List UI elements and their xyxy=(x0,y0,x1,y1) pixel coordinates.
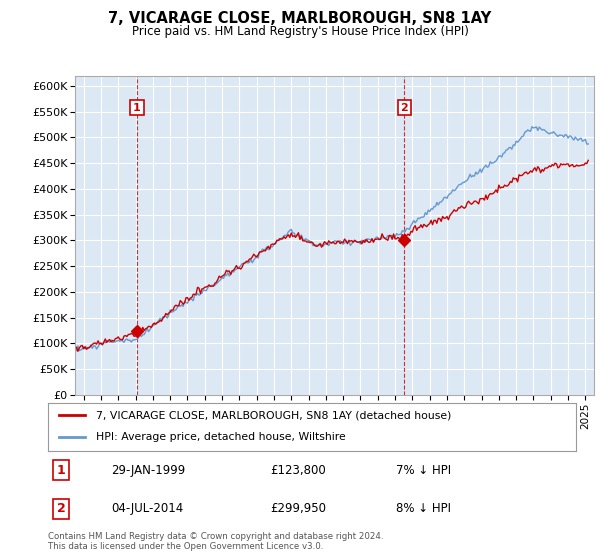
Text: HPI: Average price, detached house, Wiltshire: HPI: Average price, detached house, Wilt… xyxy=(95,432,345,442)
Text: 1: 1 xyxy=(57,464,65,477)
Text: 04-JUL-2014: 04-JUL-2014 xyxy=(112,502,184,515)
Text: 7, VICARAGE CLOSE, MARLBOROUGH, SN8 1AY (detached house): 7, VICARAGE CLOSE, MARLBOROUGH, SN8 1AY … xyxy=(95,410,451,420)
Text: £123,800: £123,800 xyxy=(270,464,326,477)
Text: Contains HM Land Registry data © Crown copyright and database right 2024.
This d: Contains HM Land Registry data © Crown c… xyxy=(48,532,383,552)
Text: 2: 2 xyxy=(57,502,65,515)
Text: 7% ↓ HPI: 7% ↓ HPI xyxy=(397,464,452,477)
Text: 29-JAN-1999: 29-JAN-1999 xyxy=(112,464,185,477)
Text: 8% ↓ HPI: 8% ↓ HPI xyxy=(397,502,451,515)
Text: 1: 1 xyxy=(133,102,141,113)
Text: 2: 2 xyxy=(401,102,408,113)
Text: 7, VICARAGE CLOSE, MARLBOROUGH, SN8 1AY: 7, VICARAGE CLOSE, MARLBOROUGH, SN8 1AY xyxy=(109,11,491,26)
Text: Price paid vs. HM Land Registry's House Price Index (HPI): Price paid vs. HM Land Registry's House … xyxy=(131,25,469,38)
Text: £299,950: £299,950 xyxy=(270,502,326,515)
